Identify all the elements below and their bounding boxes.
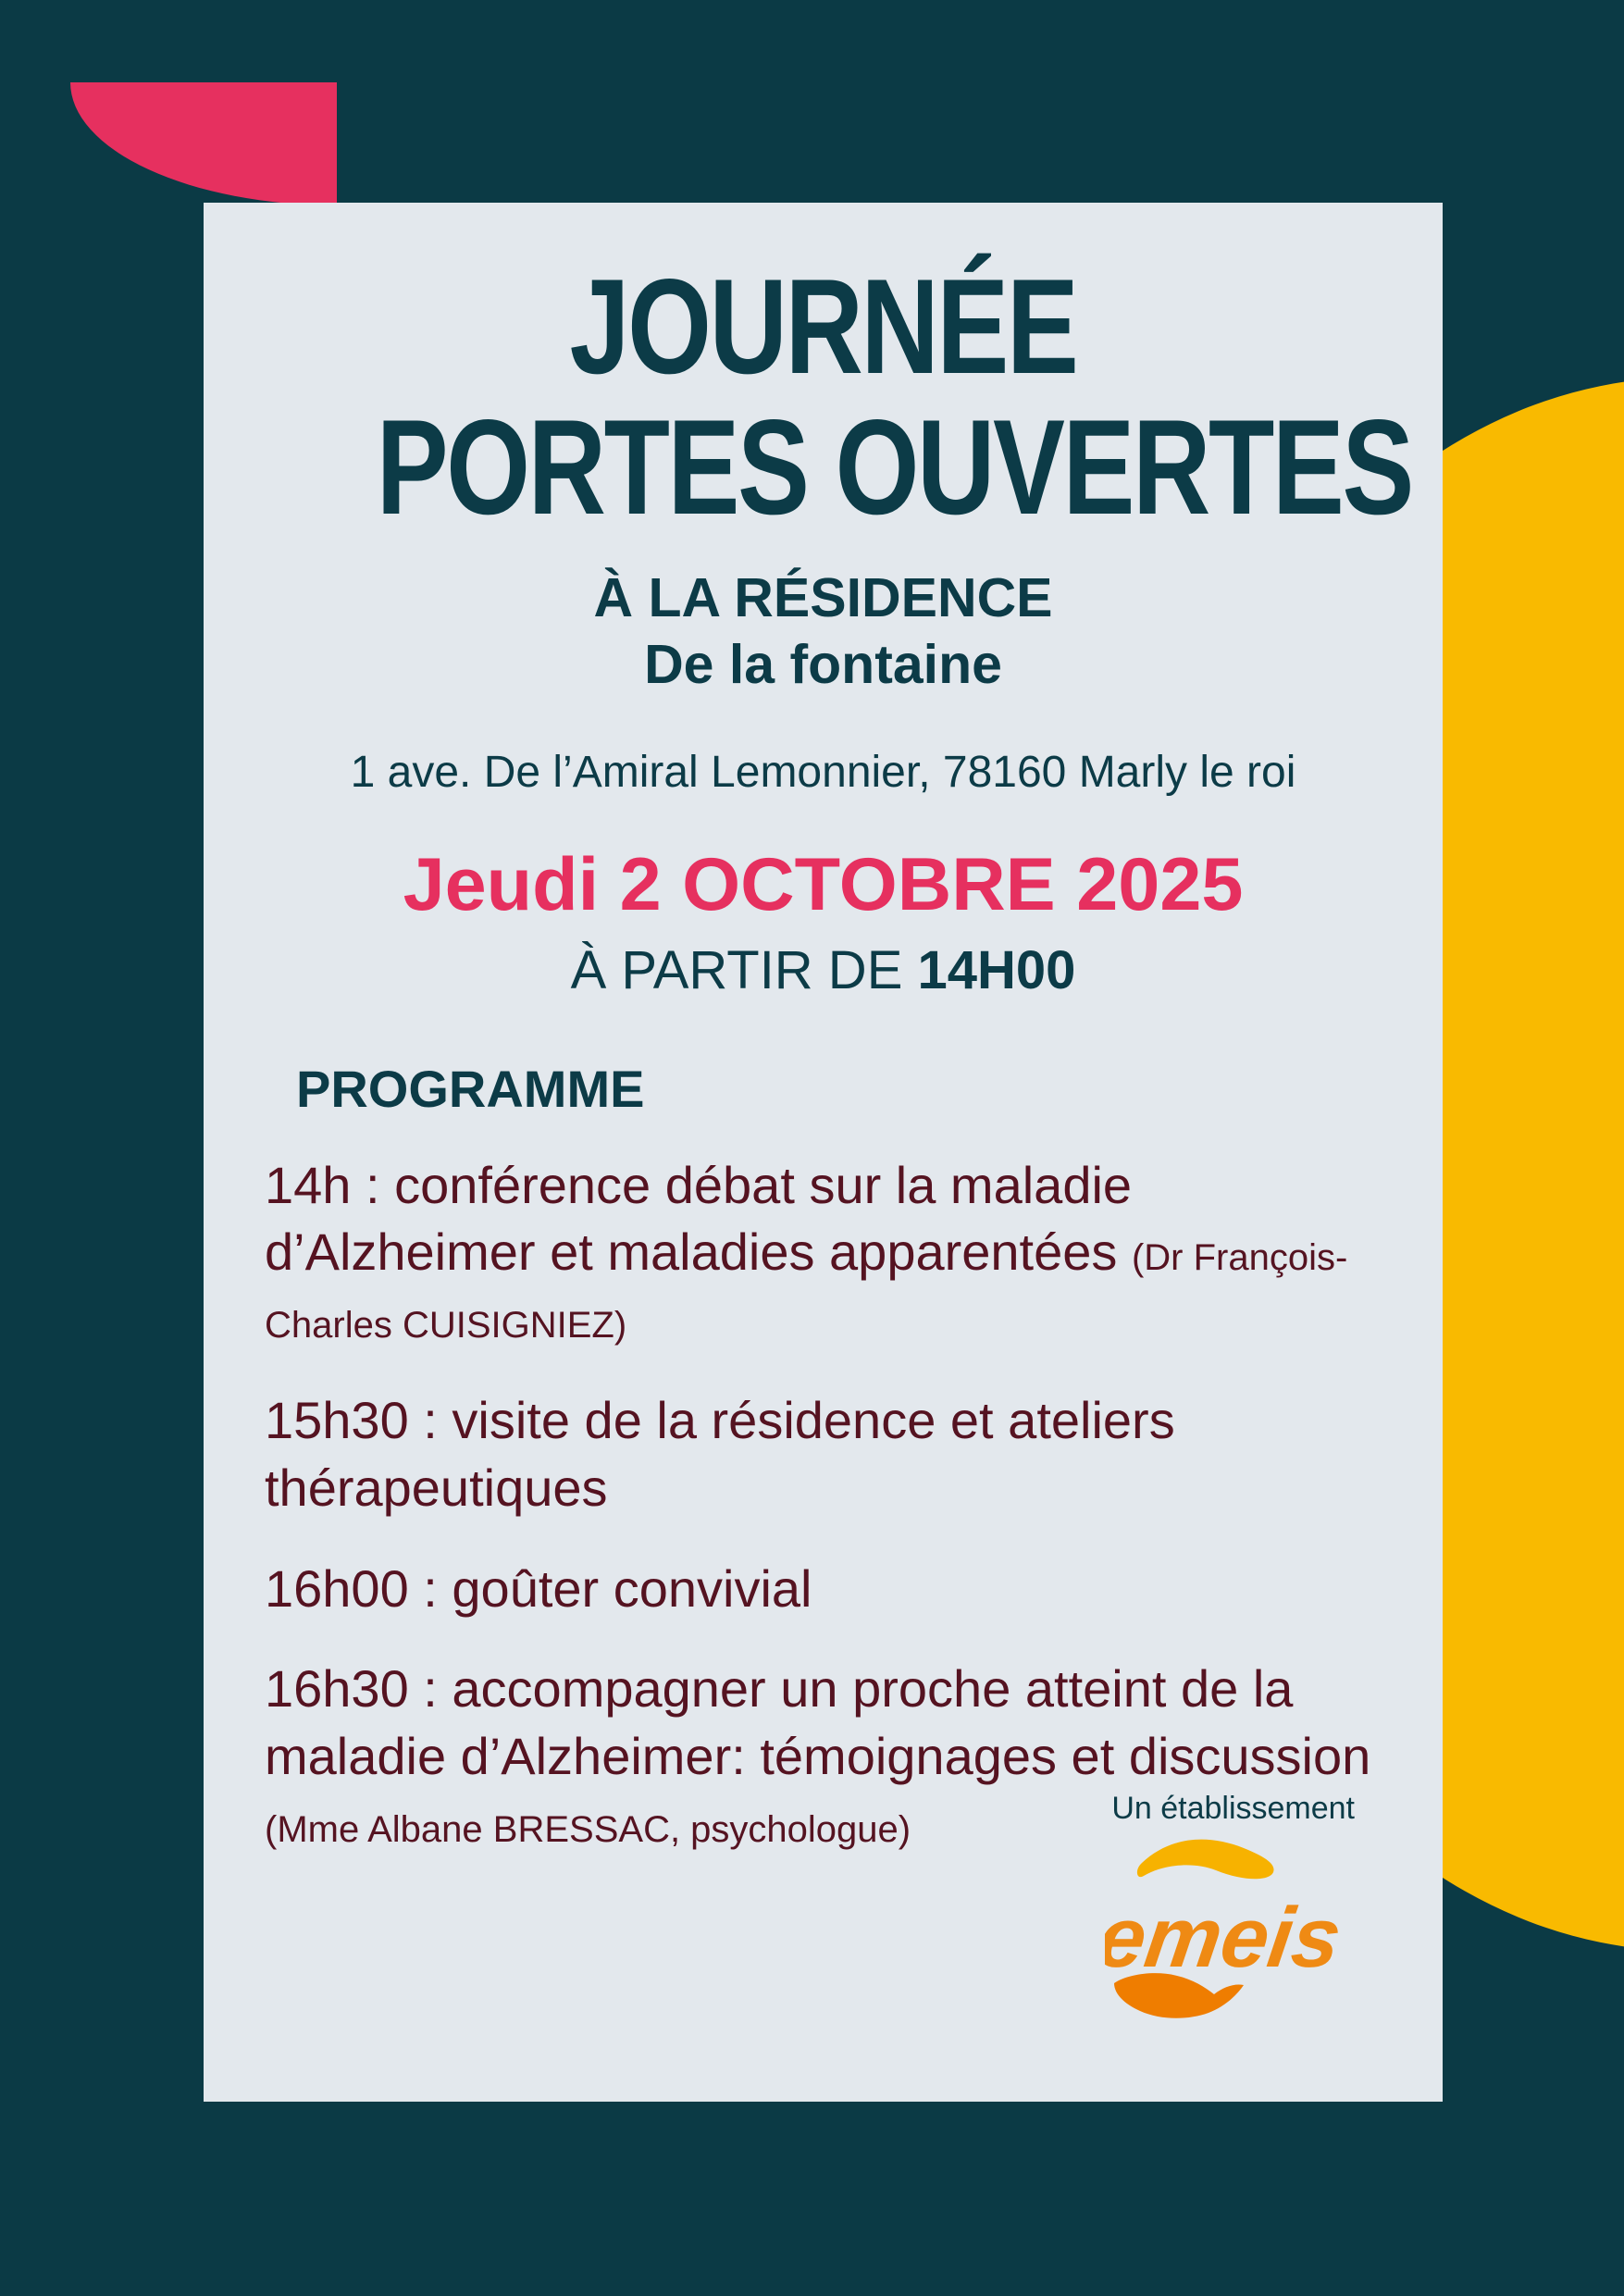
svg-text:emeis: emeis [1105, 1889, 1346, 1984]
